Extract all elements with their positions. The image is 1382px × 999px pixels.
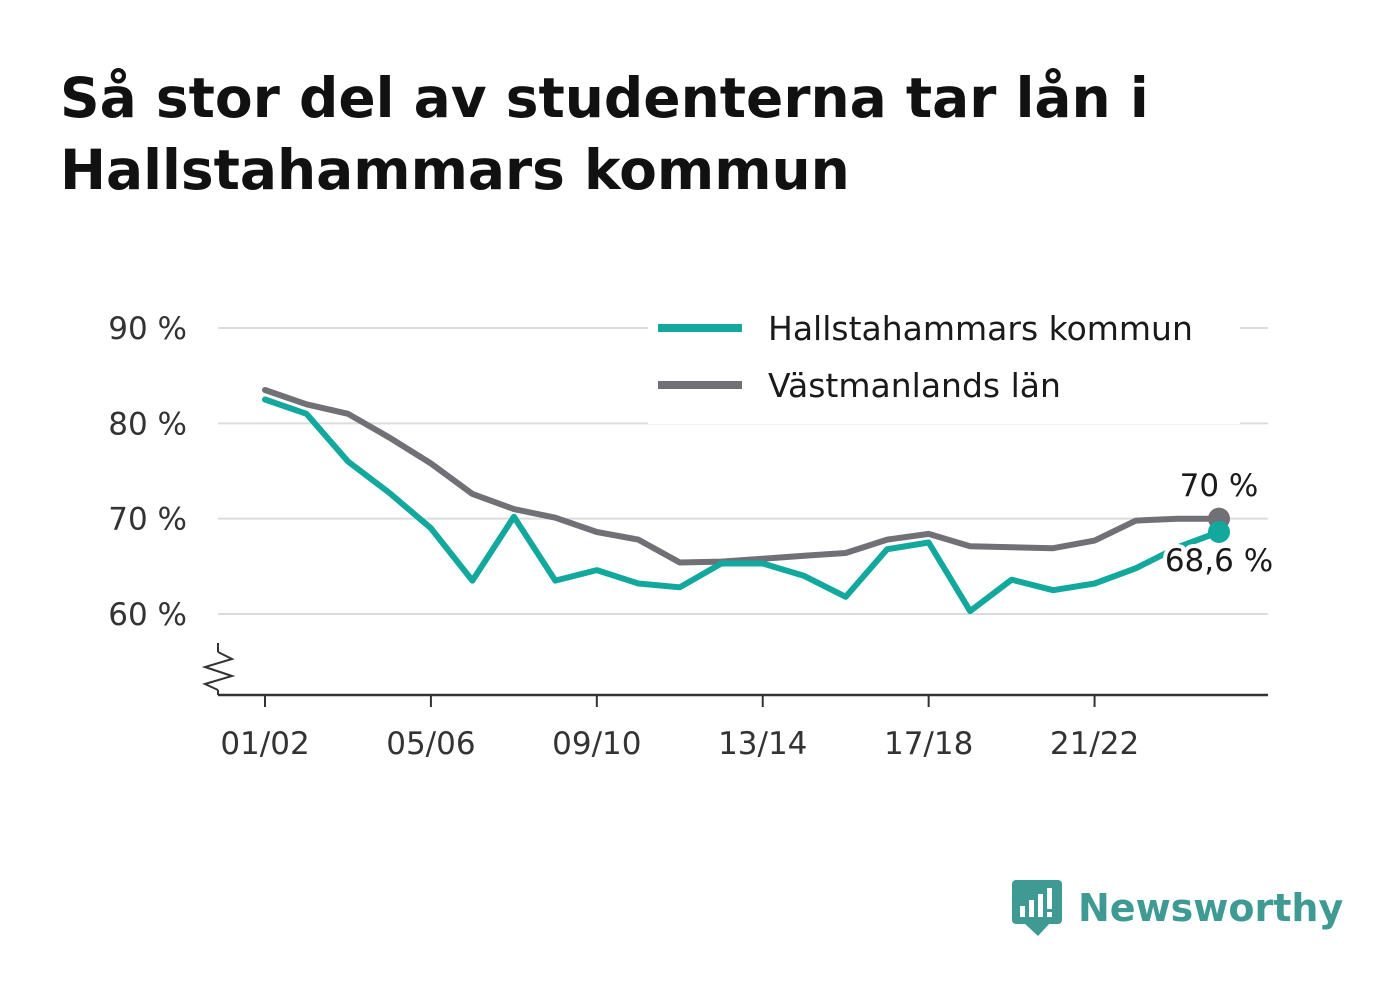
y-tick-label: 70 % <box>108 502 187 538</box>
x-tick-label: 09/10 <box>552 726 641 762</box>
y-tick-label: 80 % <box>108 406 187 442</box>
end-label-hallstahammar: 68,6 % <box>1165 543 1273 579</box>
y-tick-label: 60 % <box>108 597 187 633</box>
x-tick-label: 17/18 <box>884 726 973 762</box>
end-label-vastmanland: 70 % <box>1180 468 1259 504</box>
x-tick-label: 21/22 <box>1050 726 1139 762</box>
legend-label-hallstahammar: Hallstahammars kommun <box>768 309 1193 348</box>
newsworthy-logo-icon <box>1012 880 1062 936</box>
y-axis: 60 % 70 % 80 % 90 % <box>108 311 236 695</box>
legend: Hallstahammars kommun Västmanlands län <box>658 309 1193 405</box>
chart-title: Så stor del av studenterna tar lån i Hal… <box>60 66 1149 202</box>
brand-name: Newsworthy <box>1078 886 1344 930</box>
x-axis: 01/02 05/06 09/10 13/14 17/18 21/22 <box>218 693 1268 762</box>
x-tick-label: 05/06 <box>386 726 475 762</box>
end-label-halo: 68,6 % <box>1165 543 1273 579</box>
series-lines <box>262 387 1222 615</box>
legend-label-vastmanland: Västmanlands län <box>768 366 1061 405</box>
legend-background <box>648 296 1240 424</box>
series-line-hallstahammar <box>262 396 1222 615</box>
newsworthy-brand: Newsworthy <box>1010 878 1343 938</box>
end-marker-hallstahammar <box>1208 521 1230 544</box>
y-tick-label: 90 % <box>108 311 187 347</box>
x-tick-label: 01/02 <box>220 726 309 762</box>
x-tick-label: 13/14 <box>718 726 807 762</box>
axis-break-symbol <box>201 651 236 691</box>
end-markers: 70 %68,6 %68,6 % <box>1161 468 1277 583</box>
series-line-vastmanland <box>262 387 1222 566</box>
